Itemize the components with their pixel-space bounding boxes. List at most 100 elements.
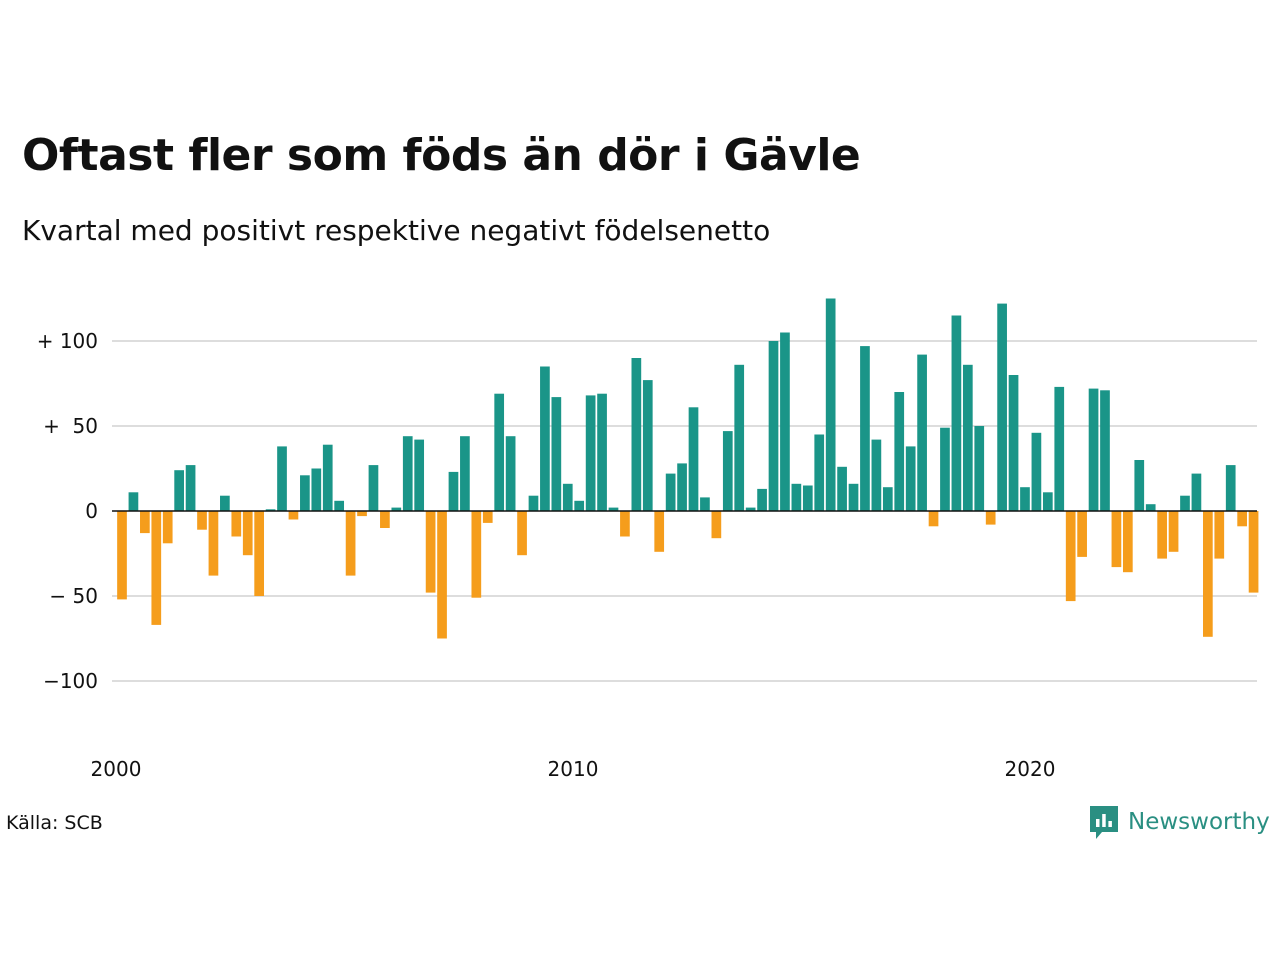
bar-negative: [380, 511, 390, 528]
bar-positive: [642, 380, 653, 511]
bar-positive: [174, 470, 184, 511]
bar-positive: [528, 495, 539, 511]
brand-logo: Newsworthy: [1088, 804, 1270, 840]
x-axis-labels: 2000 2010 2020: [91, 757, 1056, 781]
bar-positive: [562, 483, 573, 511]
bar-positive: [300, 475, 310, 511]
bar-positive: [917, 354, 927, 511]
y-tick-label: + 50: [43, 414, 98, 438]
bar-positive: [608, 507, 619, 511]
bar-negative: [197, 511, 207, 530]
bar-positive: [745, 507, 756, 511]
bar-negative: [151, 511, 162, 625]
bar-negative: [437, 511, 447, 639]
bar-positive: [905, 446, 916, 511]
bar-negative: [654, 511, 665, 552]
brand-name: Newsworthy: [1128, 809, 1270, 835]
bar-negative: [517, 511, 527, 556]
bar-negative: [711, 511, 722, 539]
bar-negative: [1237, 511, 1247, 527]
bar-positive: [951, 315, 962, 511]
x-tick-label: 2020: [1005, 757, 1056, 781]
x-tick-label: 2010: [548, 757, 599, 781]
bar-positive: [265, 509, 276, 511]
bar-negative: [1157, 511, 1167, 559]
bar-positive: [391, 507, 402, 511]
x-tick-label: 2000: [91, 757, 142, 781]
bar-negative: [425, 511, 436, 593]
y-tick-label: + 100: [37, 329, 98, 353]
bar-positive: [734, 364, 745, 511]
bar-negative: [1122, 511, 1133, 573]
bar-positive: [860, 346, 870, 511]
bar-positive: [768, 341, 779, 511]
bar-positive: [631, 358, 642, 511]
bar-positive: [402, 436, 413, 511]
bar-positive: [814, 434, 825, 511]
bar-positive: [505, 436, 516, 511]
bar-positive: [837, 466, 847, 511]
bar-positive: [1100, 390, 1110, 511]
bar-negative: [928, 511, 939, 527]
y-axis-labels: + 100 + 50 0 − 50 −100: [37, 329, 98, 693]
y-tick-label: − 50: [49, 584, 98, 608]
bar-positive: [185, 465, 196, 511]
bar-positive: [791, 483, 802, 511]
bar-positive: [1054, 386, 1065, 511]
bar-positive: [757, 488, 767, 511]
bar-positive: [1191, 473, 1202, 511]
bar-negative: [1168, 511, 1179, 552]
bar-negative: [1248, 511, 1259, 593]
bar-positive: [277, 446, 287, 511]
bar-positive: [574, 500, 585, 511]
bar-positive: [1088, 388, 1099, 511]
bar-negative: [288, 511, 299, 520]
bar-positive: [997, 303, 1007, 511]
bar-positive: [128, 492, 139, 511]
bar-negative: [117, 511, 127, 600]
bar-positive: [940, 427, 950, 511]
bar-positive: [585, 395, 596, 511]
bar-positive: [974, 426, 985, 511]
y-tick-label: −100: [43, 669, 98, 693]
bar-negative: [231, 511, 242, 537]
bar-negative: [482, 511, 493, 523]
bar-positive: [780, 332, 790, 511]
bar-positive: [688, 407, 699, 511]
y-tick-label: 0: [85, 499, 98, 523]
bar-positive: [825, 298, 836, 511]
bar-positive: [722, 431, 733, 511]
bar-positive: [368, 465, 379, 511]
bar-negative: [1214, 511, 1225, 559]
bar-positive: [597, 393, 607, 511]
bar-positive: [677, 463, 687, 511]
bar-negative: [254, 511, 265, 596]
bar-positive: [448, 471, 459, 511]
source-note: Källa: SCB: [6, 812, 103, 834]
bar-positive: [894, 392, 905, 511]
bar-negative: [1077, 511, 1087, 557]
bar-positive: [700, 497, 710, 511]
bar-negative: [162, 511, 173, 544]
chart-subtitle: Kvartal med positivt respektive negativt…: [22, 214, 771, 247]
bars: [117, 298, 1259, 639]
bar-negative: [242, 511, 253, 556]
bar-negative: [471, 511, 482, 598]
bar-negative: [140, 511, 150, 534]
bar-positive: [882, 487, 893, 511]
bar-negative: [985, 511, 996, 525]
bar-positive: [1042, 492, 1053, 511]
bar-negative: [357, 511, 367, 517]
bar-positive: [414, 439, 425, 511]
bar-negative: [620, 511, 630, 537]
bar-positive: [220, 495, 230, 511]
bar-negative: [1065, 511, 1076, 602]
bar-positive: [962, 364, 973, 511]
bar-positive: [322, 444, 333, 511]
bar-positive: [1180, 495, 1190, 511]
bar-positive: [551, 397, 562, 511]
bar-positive: [871, 439, 882, 511]
bar-positive: [494, 393, 505, 511]
bar-negative: [1111, 511, 1122, 568]
